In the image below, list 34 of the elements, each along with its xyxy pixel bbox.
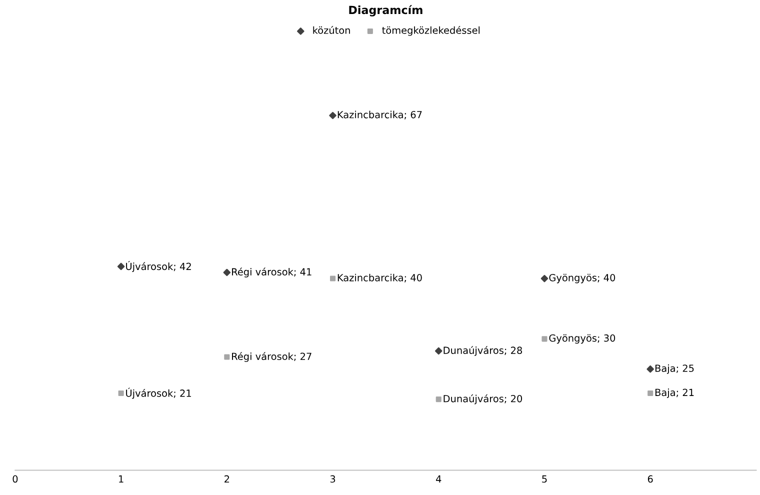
x-tick-label: 1	[119, 475, 124, 482]
legend-label: tömegközlekedéssel	[382, 26, 480, 36]
data-label: Gyöngyös; 30	[549, 334, 616, 344]
data-label: Baja; 25	[655, 364, 694, 374]
data-label: Dunaújváros; 20	[444, 394, 522, 404]
x-tick-label: 3	[330, 475, 336, 483]
point	[330, 276, 336, 282]
x-tick-label: 0	[12, 475, 18, 483]
point	[118, 390, 124, 396]
point	[434, 347, 442, 355]
data-label: Kazincbarcika; 40	[338, 274, 422, 282]
point	[224, 354, 230, 360]
data-label: Kazincbarcika; 67	[338, 110, 422, 120]
point	[542, 336, 548, 342]
point	[117, 262, 125, 270]
chart-title: Diagramcím	[349, 5, 422, 16]
x-tick-label: 4	[436, 475, 442, 482]
point	[223, 268, 231, 276]
point	[329, 112, 336, 120]
x-tick-label: 2	[224, 475, 230, 482]
point	[646, 365, 654, 373]
data-label: Baja; 21	[655, 388, 694, 398]
x-tick-label: 5	[542, 475, 547, 483]
data-label: Régi városok; 27	[232, 352, 312, 362]
point	[540, 274, 548, 282]
data-label: Újvárosok; 21	[126, 388, 191, 399]
data-label: Régi városok; 41	[232, 268, 312, 278]
point	[648, 390, 654, 396]
data-label: Újvárosok; 42	[126, 260, 191, 272]
point	[436, 396, 442, 402]
data-label: Dunaújváros; 28	[444, 346, 522, 356]
x-tick-label: 6	[648, 475, 653, 483]
legend-label: közúton	[313, 26, 350, 34]
data-label: Gyöngyös; 40	[549, 274, 616, 284]
